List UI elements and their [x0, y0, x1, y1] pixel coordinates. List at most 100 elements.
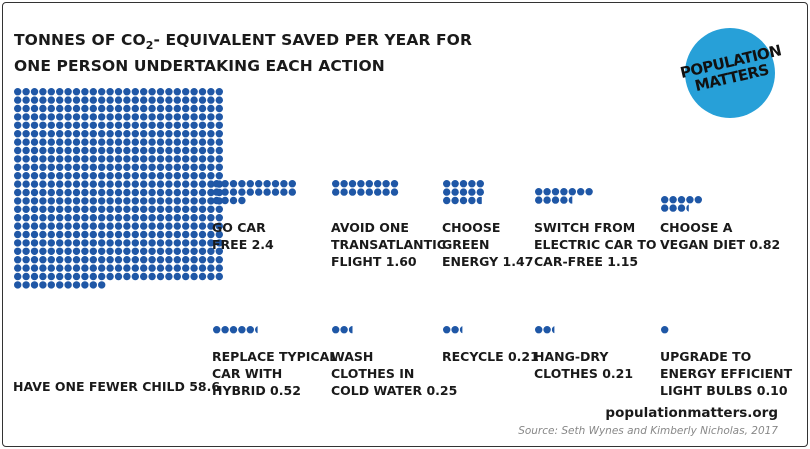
action-label-4: CHOOSE GREEN ENERGY 1.47	[442, 220, 534, 269]
dot	[255, 188, 263, 196]
dot	[215, 104, 223, 113]
dot	[190, 264, 198, 272]
dot	[165, 180, 173, 188]
dot	[106, 239, 114, 247]
dot	[148, 230, 156, 239]
dot	[56, 197, 64, 205]
dot	[81, 272, 89, 281]
dot	[30, 222, 39, 230]
dot	[14, 247, 22, 255]
dot	[173, 172, 181, 180]
dot	[47, 172, 55, 180]
dot	[30, 146, 39, 155]
dot	[89, 130, 98, 138]
dot	[198, 180, 207, 188]
website-link[interactable]: populationmatters.org	[605, 405, 778, 421]
dot	[382, 180, 390, 188]
dot	[39, 197, 47, 205]
dot	[56, 155, 64, 163]
dot	[190, 113, 198, 121]
dot	[89, 247, 98, 255]
dot	[89, 138, 98, 146]
dot	[81, 188, 89, 197]
dot	[131, 197, 139, 205]
dot	[123, 188, 131, 197]
dot	[114, 138, 123, 146]
dot	[47, 188, 55, 197]
dot	[30, 113, 39, 121]
dot	[47, 130, 55, 138]
dot	[98, 138, 106, 146]
dot	[131, 138, 139, 146]
dot	[148, 247, 156, 255]
dot	[98, 113, 106, 121]
dot	[114, 272, 123, 281]
dot	[182, 130, 190, 138]
dot	[182, 188, 190, 197]
dot	[140, 180, 148, 188]
dot	[72, 121, 81, 129]
dot	[238, 188, 246, 196]
dot	[14, 180, 22, 188]
dot	[182, 222, 190, 230]
dot	[207, 197, 215, 205]
dot	[140, 172, 148, 180]
dot	[156, 272, 165, 281]
dot	[215, 172, 223, 180]
dot	[173, 239, 181, 247]
dot	[30, 239, 39, 247]
dot	[106, 104, 114, 113]
dot	[568, 188, 576, 196]
dot	[198, 272, 207, 281]
dot	[81, 256, 89, 264]
dot	[72, 214, 81, 222]
dot	[140, 130, 148, 138]
dot	[64, 222, 72, 230]
dot	[215, 214, 223, 222]
dot	[47, 239, 55, 247]
dot	[72, 88, 81, 96]
dot	[173, 180, 181, 188]
dot	[390, 180, 399, 188]
dot	[382, 188, 390, 196]
dot-partial	[348, 326, 353, 334]
dot	[89, 88, 98, 96]
dot	[585, 188, 593, 196]
dot	[106, 214, 114, 222]
dot	[98, 96, 106, 104]
dot	[123, 130, 131, 138]
dot	[14, 222, 22, 230]
dot	[39, 272, 47, 281]
dot	[106, 88, 114, 96]
dot	[39, 130, 47, 138]
dot	[148, 138, 156, 146]
dot	[148, 130, 156, 138]
dot	[332, 180, 340, 188]
dot	[207, 172, 215, 180]
dot	[215, 205, 223, 213]
dot	[182, 172, 190, 180]
dot	[47, 88, 55, 96]
dot	[148, 205, 156, 213]
dot	[98, 180, 106, 188]
dot	[114, 113, 123, 121]
dot	[114, 214, 123, 222]
dot	[64, 121, 72, 129]
dot	[39, 205, 47, 213]
dot	[47, 113, 55, 121]
dot	[365, 180, 373, 188]
dot	[89, 197, 98, 205]
dot	[22, 272, 30, 281]
dot	[198, 247, 207, 255]
dot	[123, 172, 131, 180]
dot	[215, 155, 223, 163]
dot	[30, 264, 39, 272]
dot	[30, 205, 39, 213]
dot	[123, 113, 131, 121]
dot	[207, 239, 215, 247]
dot	[173, 104, 181, 113]
dot	[190, 214, 198, 222]
dot	[551, 196, 560, 204]
dot	[64, 264, 72, 272]
dot	[114, 88, 123, 96]
